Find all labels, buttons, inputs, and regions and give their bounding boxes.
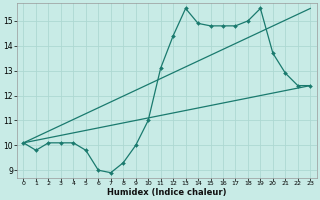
X-axis label: Humidex (Indice chaleur): Humidex (Indice chaleur) [107,188,227,197]
